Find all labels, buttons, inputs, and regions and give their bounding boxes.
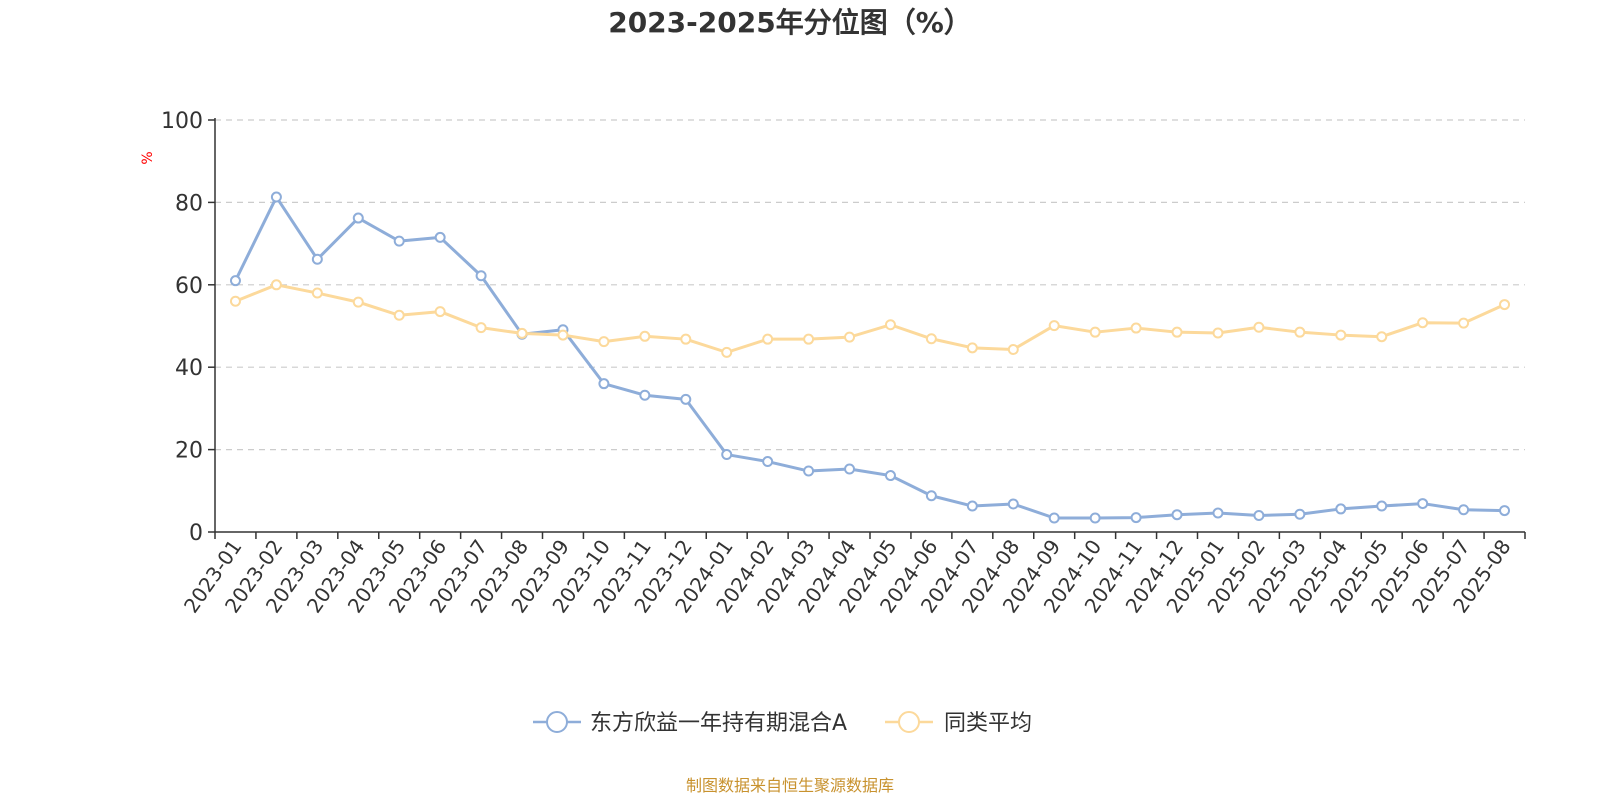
- data-point: [1294, 508, 1306, 520]
- legend-label: 东方欣益一年持有期混合A: [590, 711, 847, 736]
- data-point: [844, 463, 856, 475]
- data-point: [680, 333, 692, 345]
- data-point: [434, 231, 446, 243]
- data-point: [311, 287, 323, 299]
- data-point: [311, 253, 323, 265]
- legend-marker-icon: [546, 711, 568, 733]
- data-point: [721, 346, 733, 358]
- data-point: [1499, 299, 1511, 311]
- data-point: [803, 333, 815, 345]
- data-point: [1499, 505, 1511, 517]
- data-point: [762, 333, 774, 345]
- data-point: [475, 322, 487, 334]
- data-point: [352, 296, 364, 308]
- data-point: [884, 319, 896, 331]
- data-point: [1089, 512, 1101, 524]
- chart-title: 2023-2025年分位图（%）: [608, 6, 972, 39]
- source-note: 制图数据来自恒生聚源数据库: [686, 776, 894, 795]
- plot-area: [229, 191, 1511, 524]
- data-point: [516, 327, 528, 339]
- data-point: [803, 465, 815, 477]
- data-point: [1376, 500, 1388, 512]
- series-line: [234, 195, 1505, 520]
- data-point: [1130, 322, 1142, 334]
- data-point: [1007, 343, 1019, 355]
- grid-lines: [215, 119, 1525, 451]
- y-tick-labels: 0 20 40 60 80 100: [161, 109, 203, 546]
- data-point: [925, 490, 937, 502]
- data-point: [229, 295, 241, 307]
- data-point: [1171, 509, 1183, 521]
- data-point: [884, 470, 896, 482]
- series-line: [234, 283, 1506, 354]
- data-point: [1417, 317, 1429, 329]
- data-point: [844, 331, 856, 343]
- data-point: [1458, 317, 1470, 329]
- data-point: [1048, 320, 1060, 332]
- data-point: [1335, 329, 1347, 341]
- data-point: [1294, 326, 1306, 338]
- data-point: [639, 389, 651, 401]
- data-point: [1130, 512, 1142, 524]
- data-point: [1171, 326, 1183, 338]
- data-point: [966, 500, 978, 512]
- data-point: [680, 393, 692, 405]
- data-point: [270, 279, 282, 291]
- data-point: [966, 342, 978, 354]
- y-tick-label: 60: [175, 274, 203, 299]
- data-point: [1048, 512, 1060, 524]
- legend-item[interactable]: 同类平均: [885, 711, 1032, 736]
- y-tick-label: 80: [175, 191, 203, 216]
- data-point: [393, 309, 405, 321]
- y-tick-label: 100: [161, 109, 203, 134]
- data-point: [1007, 498, 1019, 510]
- data-point: [352, 212, 364, 224]
- legend-item[interactable]: 东方欣益一年持有期混合A: [533, 711, 847, 736]
- data-point: [1376, 331, 1388, 343]
- x-tick-labels: 2023-012023-022023-032023-042023-052023-…: [179, 535, 1516, 617]
- legend-label: 同类平均: [944, 711, 1032, 736]
- data-point: [1253, 321, 1265, 333]
- data-point: [762, 456, 774, 468]
- data-point: [1458, 504, 1470, 516]
- data-point: [721, 449, 733, 461]
- y-axis-unit: %: [140, 151, 156, 164]
- data-point: [1335, 503, 1347, 515]
- data-point: [1417, 498, 1429, 510]
- y-tick-label: 0: [189, 521, 203, 546]
- data-point: [1089, 326, 1101, 338]
- data-point: [1212, 327, 1224, 339]
- data-point: [1212, 507, 1224, 519]
- data-point: [229, 275, 241, 287]
- legend[interactable]: 东方欣益一年持有期混合A 同类平均: [533, 711, 1032, 736]
- data-point: [434, 306, 446, 318]
- data-point: [475, 270, 487, 282]
- legend-marker-icon: [898, 711, 920, 733]
- data-point: [925, 333, 937, 345]
- y-tick-label: 40: [175, 356, 203, 381]
- series-2: [229, 279, 1511, 358]
- data-point: [639, 330, 651, 342]
- data-point: [557, 329, 569, 341]
- axes: [208, 118, 1526, 539]
- data-point: [598, 336, 610, 348]
- series-1: [229, 191, 1511, 524]
- data-point: [598, 378, 610, 390]
- y-tick-label: 20: [175, 439, 203, 464]
- data-point: [1253, 510, 1265, 522]
- data-point: [270, 191, 282, 203]
- data-point: [393, 235, 405, 247]
